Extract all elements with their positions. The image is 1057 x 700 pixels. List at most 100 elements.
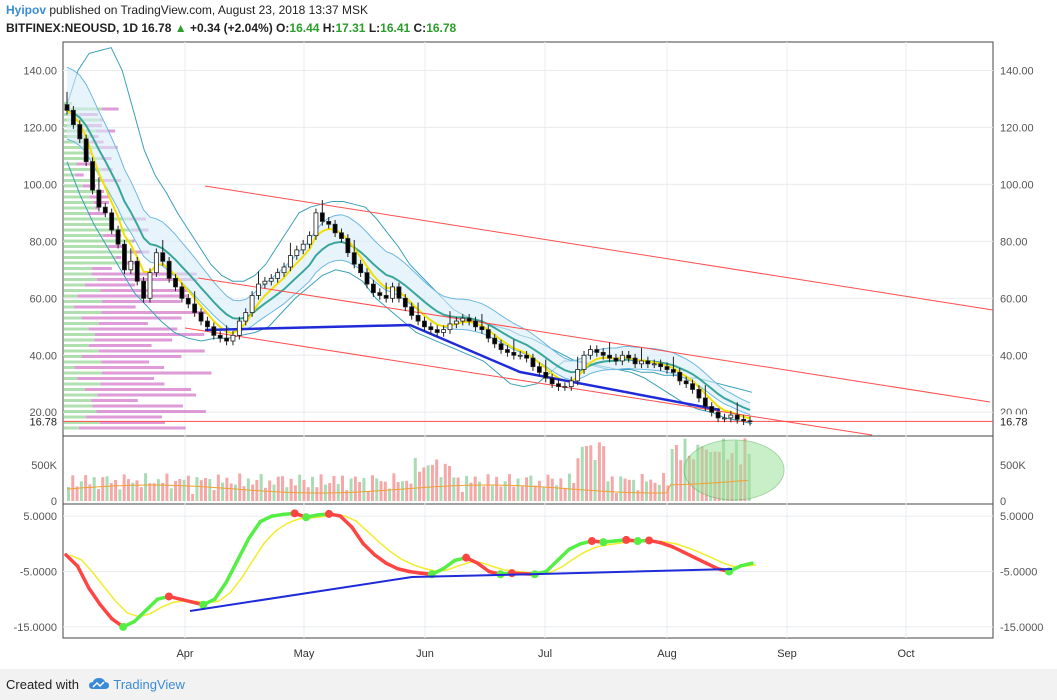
y-tick-label-right: 60.00 <box>1000 293 1028 305</box>
candle-body <box>447 323 453 331</box>
candle-body <box>205 320 210 328</box>
volume-bar <box>512 486 516 501</box>
volume-profile-bar <box>126 261 140 265</box>
candle-body <box>556 383 561 387</box>
volume-bar <box>632 479 636 501</box>
volume-profile-bar <box>97 278 198 281</box>
y-tick-label-left: 20.00 <box>29 407 57 419</box>
osc-line-segment <box>738 561 754 568</box>
volume-profile-bar <box>101 107 119 111</box>
volume-bar <box>311 476 315 501</box>
candle-body <box>702 397 708 407</box>
volume-bar <box>388 488 392 501</box>
osc-crossover-dot <box>462 553 471 562</box>
footer-bar: Created with TradingView <box>0 669 1057 700</box>
candle-body <box>664 366 670 370</box>
volume-bar <box>623 478 627 501</box>
volume-bar <box>550 478 554 501</box>
volume-profile-bar <box>64 377 78 380</box>
osc-line-segment <box>567 542 583 552</box>
osc-crossover-dot <box>324 509 333 518</box>
osc-line-segment <box>87 586 103 607</box>
low-value: 16.41 <box>380 21 411 35</box>
volume-bar <box>118 489 122 501</box>
author-name[interactable]: Hyipov <box>6 3 47 17</box>
candle-body <box>626 354 632 359</box>
candle-body <box>307 235 312 245</box>
close-label: C: <box>413 21 427 35</box>
volume-bar <box>148 483 152 501</box>
candle-body <box>262 280 268 285</box>
y-tick-label-left: 40.00 <box>29 350 57 362</box>
candle-body <box>568 380 574 387</box>
volume-profile-bar <box>64 333 95 336</box>
volume-bar <box>435 459 439 501</box>
osc-line-segment <box>144 597 160 613</box>
volume-bar <box>156 479 160 501</box>
candle-body <box>77 124 83 140</box>
candle-body <box>517 354 523 357</box>
volume-profile-bar <box>64 393 98 397</box>
volume-tick-right: 0 <box>1000 496 1006 508</box>
osc-crossover-dot <box>599 538 608 547</box>
volume-bar <box>392 473 396 501</box>
volume-bar <box>546 474 550 501</box>
volume-profile-bar <box>95 206 99 210</box>
candle-body <box>396 286 402 299</box>
volume-profile-bar <box>64 289 101 292</box>
volume-profile-bar <box>75 173 84 177</box>
symbol-header: BITFINEX:NEOUSD, 1D 16.78 ▲ +0.34 (+2.04… <box>6 21 456 35</box>
x-tick-label: May <box>294 648 315 660</box>
volume-bar <box>503 481 507 501</box>
volume-bar <box>165 473 169 501</box>
candle-body <box>64 104 70 111</box>
candle-body <box>345 238 351 254</box>
candle-body <box>217 334 223 339</box>
candle-body <box>588 349 593 356</box>
candle-body <box>690 383 695 390</box>
volume-profile-bar <box>64 382 101 386</box>
volume-bar <box>413 458 417 501</box>
candle-body <box>524 354 529 359</box>
open-label: O: <box>276 21 290 35</box>
volume-bar <box>332 475 336 501</box>
volume-profile-bar <box>78 426 186 430</box>
x-tick-label: Jun <box>416 648 434 660</box>
volume-bar <box>580 446 584 501</box>
volume-bar <box>405 480 409 501</box>
volume-profile-bar <box>64 267 93 270</box>
volume-bar <box>276 476 280 501</box>
volume-profile-bar <box>74 305 136 309</box>
osc-line-segment <box>475 561 491 574</box>
osc-line-segment <box>693 555 709 565</box>
candle-body <box>339 232 344 239</box>
volume-bar <box>542 486 546 501</box>
candle-body <box>600 352 606 356</box>
candle-body <box>511 352 517 356</box>
candle-body <box>428 326 434 331</box>
volume-profile-bar <box>64 239 132 243</box>
high-label: H: <box>322 21 336 35</box>
volume-bar <box>533 485 537 501</box>
tradingview-link[interactable]: TradingView <box>88 675 185 692</box>
volume-profile-bar <box>64 283 86 287</box>
candle-body <box>575 369 581 382</box>
volume-bar <box>212 490 216 501</box>
osc-crossover-dot <box>622 535 631 544</box>
candle-body <box>460 317 466 322</box>
channel-top-line <box>204 185 994 311</box>
last-price-label-right: 16.78 <box>1000 416 1028 428</box>
publish-header: Hyipov published on TradingView.com, Aug… <box>6 3 368 17</box>
volume-profile-bar <box>64 217 130 221</box>
volume-profile-bar <box>101 311 207 314</box>
candle-body <box>332 223 338 234</box>
volume-bar <box>375 478 379 501</box>
volume-profile-bar <box>64 256 116 259</box>
volume-bar <box>349 478 353 501</box>
volume-profile-bar <box>96 410 206 413</box>
volume-bar <box>585 446 589 501</box>
volume-bar <box>469 482 473 501</box>
volume-bar <box>555 485 559 501</box>
candle-body <box>415 314 421 322</box>
